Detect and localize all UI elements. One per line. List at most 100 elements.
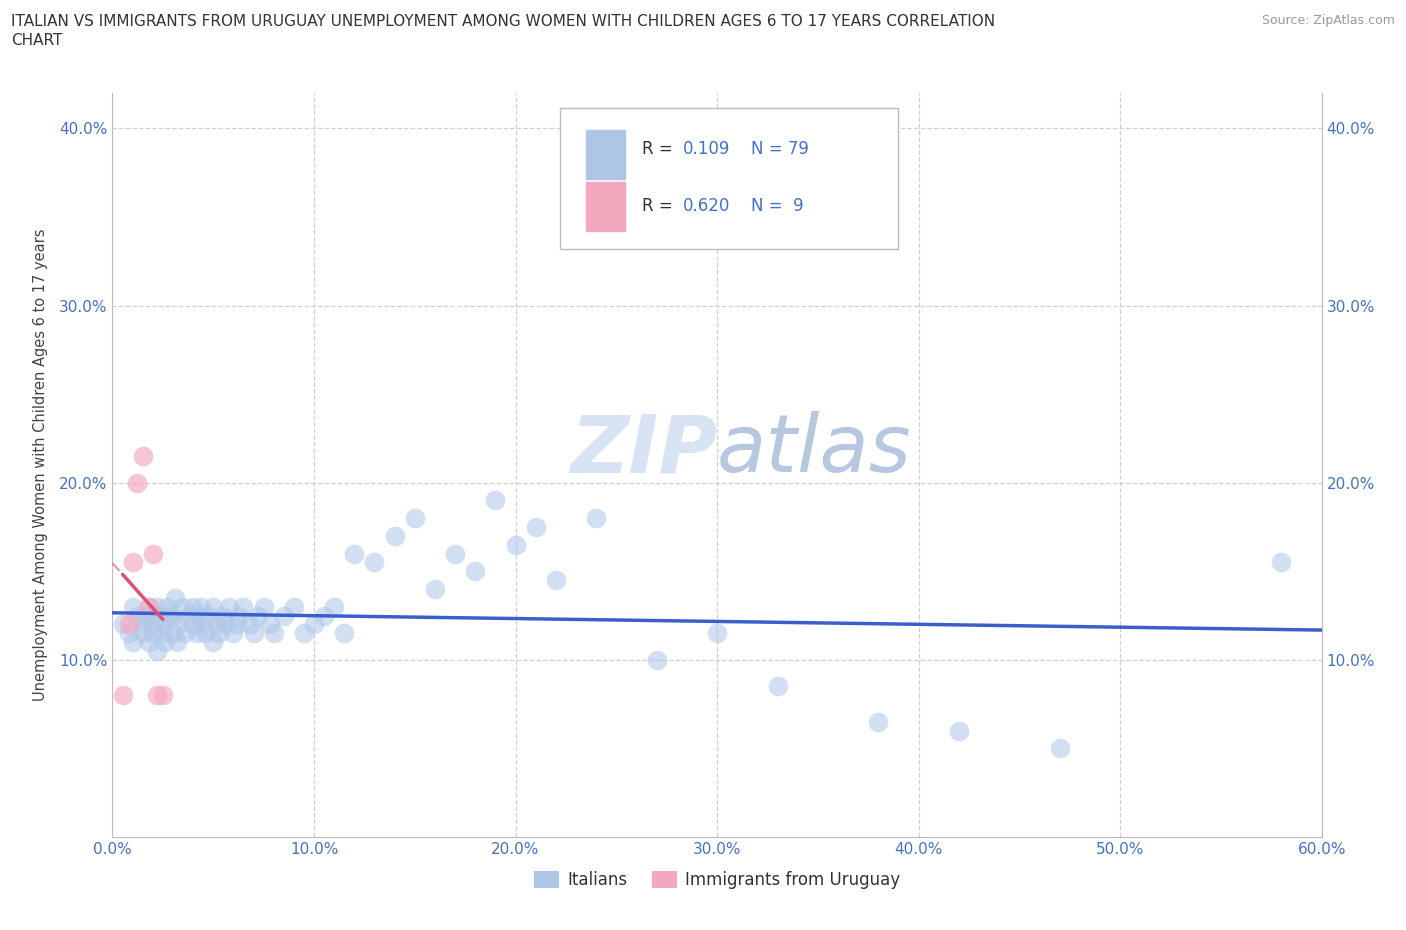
Point: [121, 634, 143, 649]
Point: [246, 608, 269, 623]
Point: [524, 520, 547, 535]
Point: [312, 608, 335, 623]
Point: [121, 555, 143, 570]
Point: [263, 626, 285, 641]
Text: atlas: atlas: [717, 411, 912, 489]
Point: [152, 617, 174, 631]
Point: [117, 626, 139, 641]
Point: [444, 546, 467, 561]
Point: [228, 608, 250, 623]
Point: [181, 599, 204, 614]
Point: [121, 599, 143, 614]
Point: [172, 599, 194, 614]
Point: [194, 626, 217, 641]
Point: [156, 599, 179, 614]
Point: [142, 617, 165, 631]
Point: [117, 617, 139, 631]
Point: [132, 448, 155, 463]
Point: [484, 493, 506, 508]
Point: [464, 564, 486, 578]
Point: [505, 538, 527, 552]
Point: [188, 608, 211, 623]
Point: [948, 724, 970, 738]
Point: [645, 653, 668, 668]
Point: [134, 608, 156, 623]
Point: [146, 599, 169, 614]
Point: [212, 608, 235, 623]
Point: [163, 591, 186, 605]
Point: [273, 608, 295, 623]
Point: [208, 626, 231, 641]
Y-axis label: Unemployment Among Women with Children Ages 6 to 17 years: Unemployment Among Women with Children A…: [32, 229, 48, 701]
Legend: Italians, Immigrants from Uruguay: Italians, Immigrants from Uruguay: [527, 864, 907, 896]
Point: [302, 617, 325, 631]
FancyBboxPatch shape: [560, 108, 898, 249]
Point: [174, 626, 197, 641]
Point: [152, 688, 174, 703]
FancyBboxPatch shape: [586, 130, 626, 179]
Text: N = 79: N = 79: [751, 140, 808, 158]
Point: [142, 546, 165, 561]
Point: [207, 617, 229, 631]
Point: [423, 581, 446, 596]
Text: N =  9: N = 9: [751, 197, 804, 215]
Text: R =: R =: [643, 140, 678, 158]
Point: [191, 617, 214, 631]
Point: [323, 599, 346, 614]
Text: CHART: CHART: [11, 33, 63, 47]
Point: [138, 599, 160, 614]
Point: [1049, 741, 1071, 756]
Point: [142, 626, 165, 641]
Point: [363, 555, 385, 570]
Point: [152, 626, 174, 641]
Point: [384, 528, 406, 543]
Point: [343, 546, 366, 561]
Text: ZIP: ZIP: [569, 411, 717, 489]
Point: [181, 617, 204, 631]
Point: [706, 626, 728, 641]
Point: [138, 599, 160, 614]
Point: [153, 634, 176, 649]
Point: [544, 573, 567, 588]
Text: R =: R =: [643, 197, 678, 215]
Point: [259, 617, 281, 631]
Text: ITALIAN VS IMMIGRANTS FROM URUGUAY UNEMPLOYMENT AMONG WOMEN WITH CHILDREN AGES 6: ITALIAN VS IMMIGRANTS FROM URUGUAY UNEMP…: [11, 14, 995, 29]
Point: [132, 617, 155, 631]
Point: [585, 511, 607, 525]
FancyBboxPatch shape: [586, 182, 626, 231]
Point: [253, 599, 276, 614]
Point: [202, 634, 225, 649]
Point: [186, 626, 208, 641]
Point: [132, 626, 155, 641]
Point: [868, 714, 890, 729]
Point: [125, 475, 148, 490]
Text: Source: ZipAtlas.com: Source: ZipAtlas.com: [1261, 14, 1395, 27]
Point: [232, 599, 254, 614]
Point: [167, 617, 190, 631]
Point: [404, 511, 426, 525]
Point: [157, 608, 180, 623]
Point: [1270, 555, 1292, 570]
Point: [146, 688, 169, 703]
Point: [111, 688, 134, 703]
Point: [138, 634, 160, 649]
Point: [283, 599, 305, 614]
Text: 0.620: 0.620: [683, 197, 731, 215]
Point: [226, 617, 249, 631]
Point: [222, 626, 245, 641]
Point: [202, 599, 225, 614]
Point: [198, 608, 221, 623]
Point: [238, 617, 260, 631]
Point: [111, 617, 134, 631]
Point: [148, 608, 170, 623]
Point: [242, 626, 264, 641]
Point: [292, 626, 315, 641]
Point: [162, 608, 184, 623]
Point: [766, 679, 789, 694]
Point: [146, 644, 169, 658]
Point: [214, 617, 236, 631]
Point: [177, 608, 200, 623]
Point: [218, 599, 240, 614]
Text: 0.109: 0.109: [683, 140, 731, 158]
Point: [162, 626, 184, 641]
